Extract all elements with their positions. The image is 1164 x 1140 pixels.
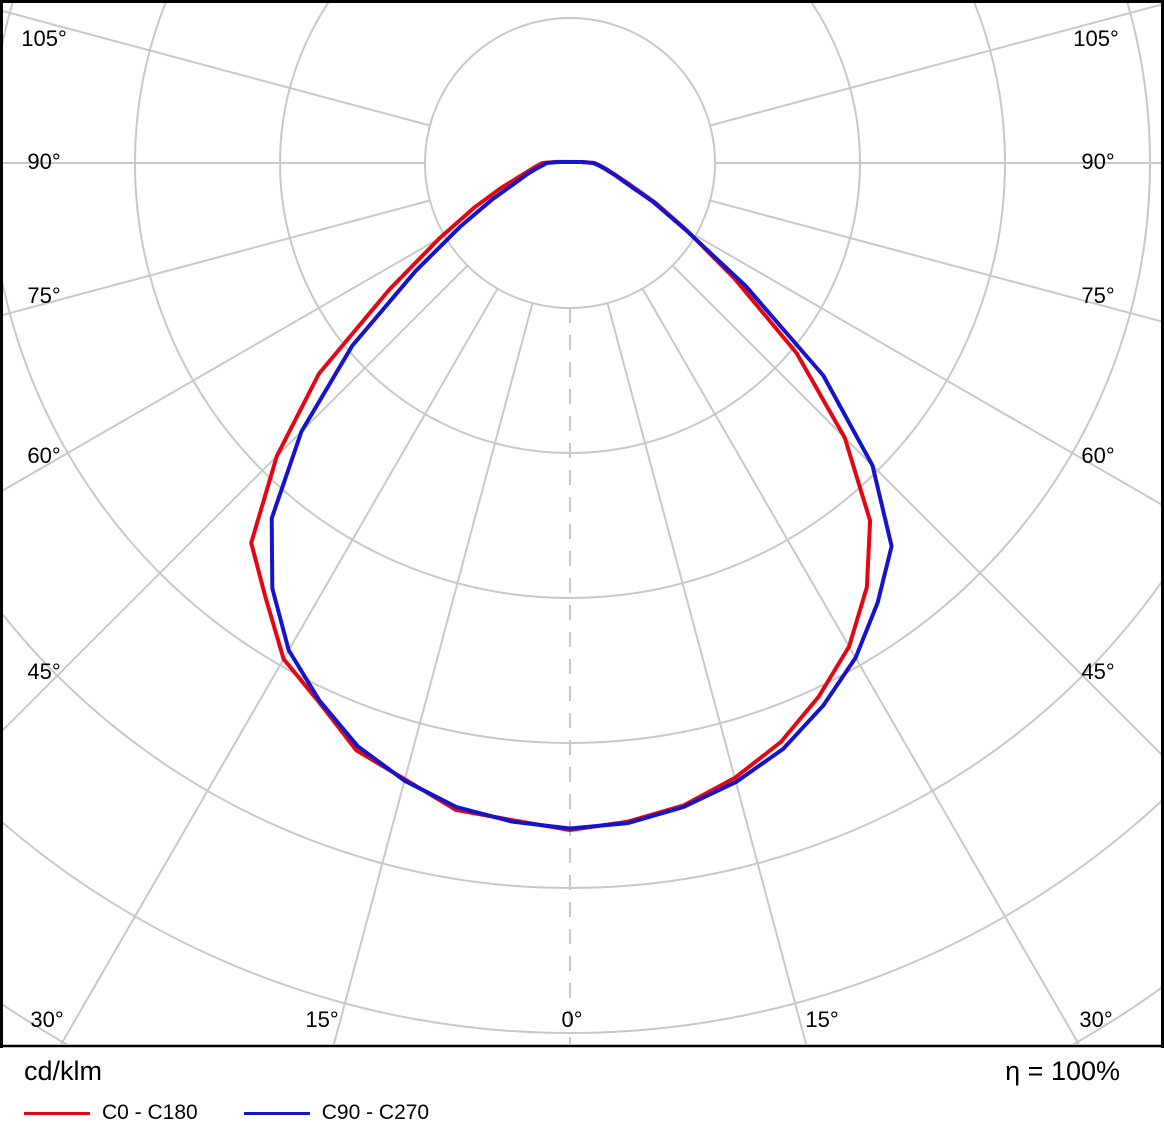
angle-label: 15° — [305, 1007, 338, 1032]
legend: cd/klm η = 100% C0 - C180 C90 - C270 — [0, 1048, 1164, 1133]
grid-radial-line — [709, 199, 1162, 323]
grid-radial-line — [332, 302, 534, 1044]
grid-ring — [2, 798, 1162, 1034]
angle-label: 30° — [1079, 1007, 1112, 1032]
grid-radial-line — [2, 234, 445, 493]
angle-label: 30° — [30, 1007, 63, 1032]
grid-radial-line — [60, 288, 499, 1044]
grid-ring — [279, 2, 861, 454]
grid-radial-line — [695, 234, 1162, 506]
grid-radial-line — [641, 288, 1080, 1044]
legend-top-row: cd/klm η = 100% — [0, 1048, 1164, 1087]
efficiency-label: η = 100% — [1005, 1056, 1120, 1086]
angle-label: 105° — [21, 26, 67, 51]
grid-radial-line — [2, 199, 431, 317]
grid-radial-line — [2, 9, 431, 127]
legend-series-row: C0 - C180 C90 - C270 — [0, 1087, 1164, 1125]
c90-c270-label: C90 - C270 — [321, 1101, 430, 1124]
c0-c180-label: C0 - C180 — [102, 1101, 198, 1124]
angle-label: 75° — [27, 283, 60, 308]
grid-radial-line — [709, 3, 1162, 127]
grid-ring — [2, 579, 1162, 889]
c0-c180-line-swatch — [24, 1111, 90, 1115]
angle-label: 60° — [27, 443, 60, 468]
angle-label: 60° — [1081, 443, 1114, 468]
grid-radial-line — [606, 302, 808, 1044]
grid-ring — [2, 2, 1151, 744]
grid-radial-line — [2, 264, 469, 733]
angle-label: 90° — [27, 149, 60, 174]
angle-label: 45° — [27, 659, 60, 684]
angle-label: 45° — [1081, 659, 1114, 684]
units-label: cd/klm — [24, 1056, 103, 1086]
angle-label: 90° — [1081, 149, 1114, 174]
c90-c270-line-swatch — [243, 1111, 310, 1115]
curve-c90-c270 — [269, 160, 894, 831]
angle-label: 15° — [805, 1007, 838, 1032]
angle-label: 75° — [1081, 283, 1114, 308]
angle-label: 0° — [561, 1007, 582, 1032]
angle-label: 105° — [1073, 26, 1119, 51]
